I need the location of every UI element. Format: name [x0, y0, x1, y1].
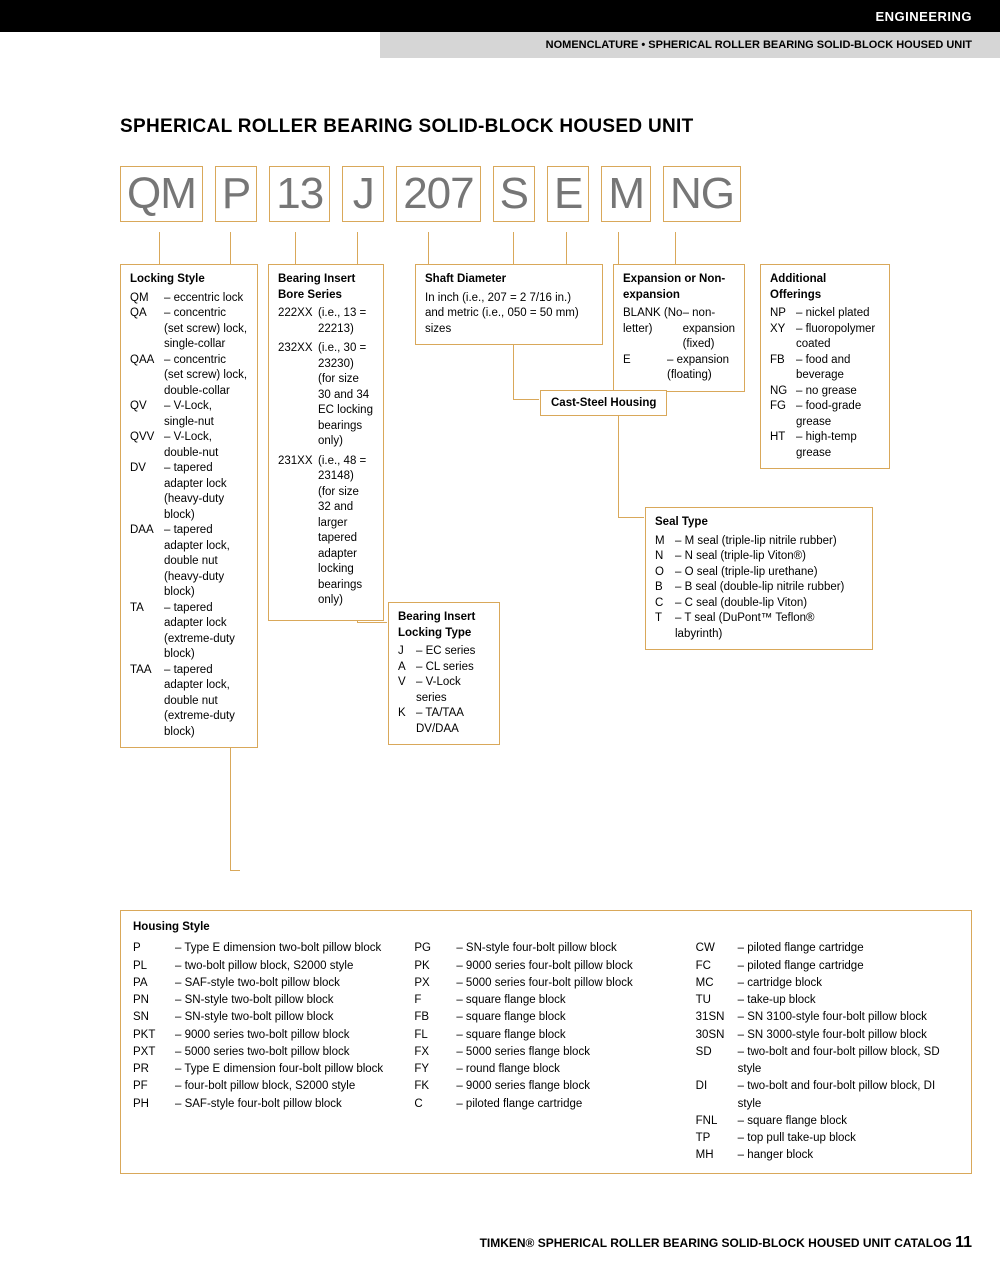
- code-j: J: [342, 166, 384, 222]
- box-title: Bearing Insert Locking Type: [398, 610, 490, 641]
- box-expansion: Expansion or Non-expansion BLANK (No let…: [613, 264, 745, 392]
- stem: [357, 622, 387, 623]
- diagram-area: Locking Style QM– eccentric lockQA– conc…: [120, 232, 972, 902]
- stem: [675, 232, 676, 264]
- header-subtitle: NOMENCLATURE • SPHERICAL ROLLER BEARING …: [546, 39, 972, 51]
- code-s: S: [493, 166, 535, 222]
- code-p: P: [215, 166, 257, 222]
- box-cast-housing: Cast-Steel Housing: [540, 390, 667, 416]
- stem: [159, 232, 160, 264]
- stem: [295, 232, 296, 264]
- stem: [513, 399, 539, 400]
- box-bore-series: Bearing Insert Bore Series 222XX(i.e., 1…: [268, 264, 384, 621]
- footer-page: 11: [955, 1234, 972, 1251]
- box-title: Shaft Diameter: [425, 272, 593, 288]
- header-black: ENGINEERING: [0, 0, 1000, 32]
- header-gray: NOMENCLATURE • SPHERICAL ROLLER BEARING …: [380, 32, 1000, 58]
- stem: [428, 232, 429, 264]
- box-title: Seal Type: [655, 515, 863, 531]
- box-additional: Additional Offerings NP– nickel platedXY…: [760, 264, 890, 469]
- box-title: Locking Style: [130, 272, 248, 288]
- code-13: 13: [269, 166, 330, 222]
- page-title: SPHERICAL ROLLER BEARING SOLID-BLOCK HOU…: [120, 116, 972, 138]
- box-seal-type: Seal Type M– M seal (triple-lip nitrile …: [645, 507, 873, 650]
- footer-text: TIMKEN® SPHERICAL ROLLER BEARING SOLID-B…: [480, 1236, 952, 1250]
- code-qm: QM: [120, 166, 203, 222]
- nomenclature-codes: QM P 13 J 207 S E M NG: [120, 166, 972, 222]
- box-text: In inch (i.e., 207 = 2 7/16 in.) and met…: [425, 291, 593, 338]
- code-ng: NG: [663, 166, 741, 222]
- box-title: Bearing Insert Bore Series: [278, 272, 374, 303]
- box-housing-style: Housing Style P– Type E dimension two-bo…: [120, 910, 972, 1174]
- code-m: M: [601, 166, 651, 222]
- stem: [566, 232, 567, 264]
- box-shaft-diameter: Shaft Diameter In inch (i.e., 207 = 2 7/…: [415, 264, 603, 345]
- code-e: E: [547, 166, 589, 222]
- box-title: Housing Style: [133, 919, 959, 936]
- box-title: Expansion or Non-expansion: [623, 272, 735, 303]
- box-locking-type: Bearing Insert Locking Type J– EC series…: [388, 602, 500, 745]
- stem: [618, 517, 644, 518]
- box-title: Additional Offerings: [770, 272, 880, 303]
- code-207: 207: [396, 166, 480, 222]
- page-footer: TIMKEN® SPHERICAL ROLLER BEARING SOLID-B…: [480, 1234, 972, 1252]
- stem: [230, 870, 240, 871]
- header-category: ENGINEERING: [875, 9, 972, 24]
- box-locking-style: Locking Style QM– eccentric lockQA– conc…: [120, 264, 258, 748]
